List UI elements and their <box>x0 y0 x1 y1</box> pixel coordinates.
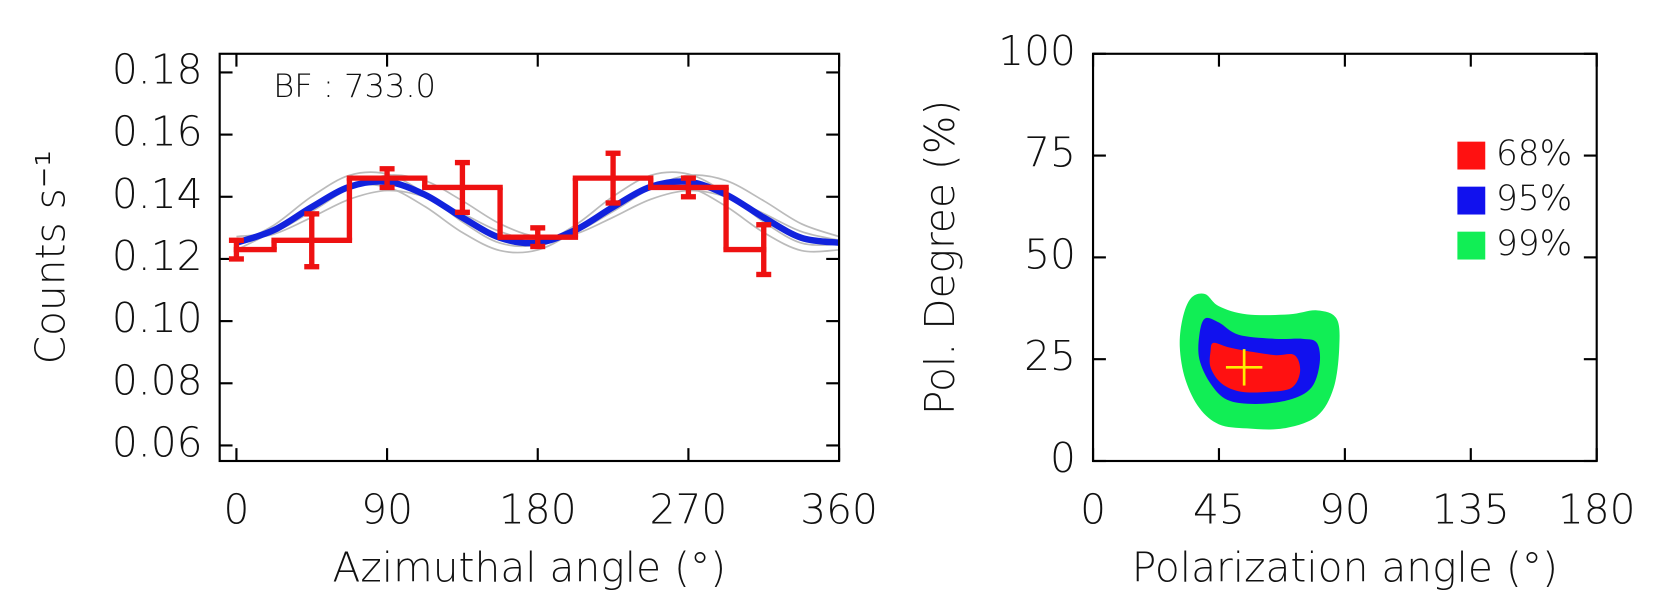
legend-label: 95% <box>1496 179 1572 219</box>
x-axis-title: Azimuthal angle (°) <box>333 543 727 591</box>
x-tick-label: 0 <box>223 485 249 533</box>
legend-label: 68% <box>1496 134 1572 174</box>
y-tick-label: 0.12 <box>112 232 203 280</box>
plot-frame <box>1091 52 1598 463</box>
x-tick-label: 360 <box>800 485 878 533</box>
y-tick-label: 0.06 <box>112 418 203 466</box>
x-tick-label: 135 <box>1432 485 1510 533</box>
plot-frame <box>218 52 841 463</box>
x-tick-label: 90 <box>1319 485 1371 533</box>
x-axis-title: Polarization angle (°) <box>1132 543 1558 591</box>
x-tick-label: 45 <box>1193 485 1245 533</box>
y-axis-title: Counts s⁻¹ <box>27 150 75 364</box>
y-tick-label: 100 <box>998 27 1076 75</box>
legend-swatch <box>1457 186 1486 215</box>
y-tick-label: 75 <box>1024 129 1076 177</box>
y-axis-title: Pol. Degree (%) <box>916 100 964 415</box>
y-tick-label: 0.08 <box>112 356 203 404</box>
legend-swatch <box>1457 231 1486 260</box>
y-tick-label: 0 <box>1050 434 1076 482</box>
x-tick-label: 180 <box>499 485 577 533</box>
y-tick-label: 0.14 <box>112 170 203 218</box>
x-tick-label: 90 <box>361 485 413 533</box>
y-tick-label: 0.16 <box>112 108 203 156</box>
x-tick-label: 270 <box>650 485 728 533</box>
x-tick-label: 0 <box>1080 485 1106 533</box>
y-tick-label: 50 <box>1024 230 1076 278</box>
legend-swatch <box>1457 141 1486 170</box>
annotation: BF : 733.0 <box>273 67 436 105</box>
y-tick-label: 0.10 <box>112 294 203 342</box>
x-tick-label: 180 <box>1558 485 1636 533</box>
y-tick-label: 0.18 <box>112 45 203 93</box>
legend-label: 99% <box>1496 224 1572 264</box>
y-tick-label: 25 <box>1024 332 1076 380</box>
